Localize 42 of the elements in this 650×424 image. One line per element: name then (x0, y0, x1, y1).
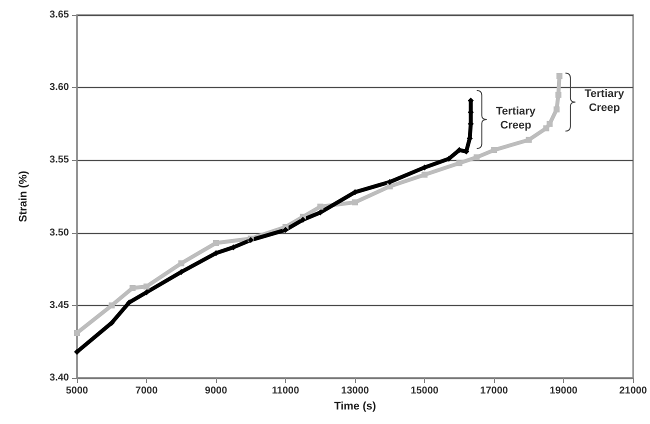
point (74, 330, 80, 336)
point (74, 348, 80, 355)
y-tick-label: 3.45 (50, 300, 70, 311)
y-tick-label: 3.40 (50, 372, 70, 384)
x-tick-label: 21000 (619, 386, 648, 396)
point (456, 160, 462, 166)
y-axis-title: Strain (%) (18, 170, 30, 222)
point (491, 147, 498, 154)
x-tick-label: 17000 (480, 386, 508, 396)
point (422, 172, 428, 178)
y-tick-label: 3.60 (50, 82, 70, 94)
point (300, 216, 306, 223)
x-tick-label: 9000 (204, 386, 228, 396)
x-tick-label: 11000 (272, 386, 300, 396)
point (213, 240, 220, 246)
point (352, 199, 358, 206)
point (554, 106, 560, 112)
x-tick-label: 7000 (135, 386, 158, 396)
x-tick-label: 13000 (341, 386, 370, 396)
point (555, 92, 562, 98)
annotation: Tertiary Creep (584, 88, 626, 114)
point (556, 72, 562, 79)
point (108, 320, 115, 326)
x-tick-label: 19000 (550, 386, 578, 396)
point (282, 226, 289, 233)
point (546, 120, 553, 127)
point (474, 154, 480, 160)
y-tick-label: 3.65 (50, 10, 70, 20)
point (317, 204, 324, 210)
point (144, 284, 150, 290)
point (130, 284, 136, 291)
point (178, 260, 184, 266)
y-tick-label: 3.55 (50, 154, 70, 166)
point (386, 183, 393, 190)
annotation: Tertiary Creep (496, 106, 536, 132)
x-axis-title: Time (s) (334, 400, 376, 412)
y-tick-label: 3.50 (50, 227, 70, 238)
point (526, 136, 532, 143)
point (178, 269, 184, 276)
point (108, 302, 115, 308)
x-tick-label: 5000 (66, 386, 89, 396)
x-tick-label: 15000 (410, 386, 439, 396)
